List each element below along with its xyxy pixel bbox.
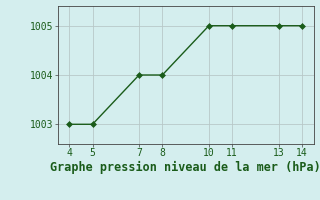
X-axis label: Graphe pression niveau de la mer (hPa): Graphe pression niveau de la mer (hPa) [50, 161, 320, 174]
